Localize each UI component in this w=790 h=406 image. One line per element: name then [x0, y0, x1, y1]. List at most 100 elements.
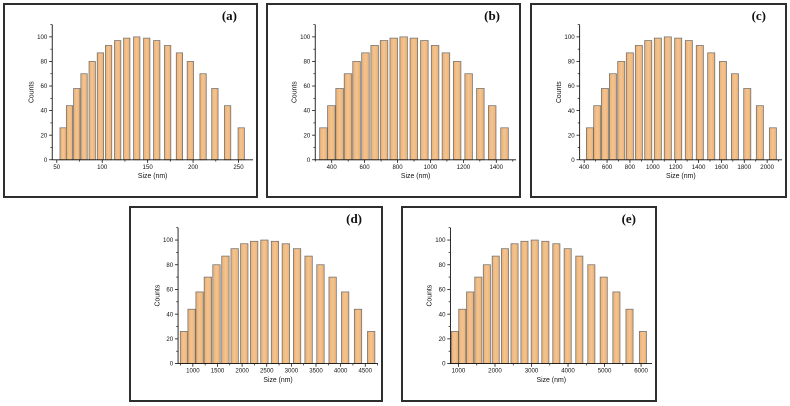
histogram-chart-b: 400 600 800 1000 1200 1400 0 20 40 60 80 100 Size (n…	[292, 24, 517, 180]
histogram-bar	[563, 248, 572, 364]
histogram-bar	[240, 243, 249, 364]
histogram-bar	[293, 248, 302, 364]
histogram-bar	[352, 61, 361, 161]
histogram-bar	[593, 105, 602, 161]
y-axis-title: Counts	[292, 81, 299, 103]
y-tick-label: 100	[564, 34, 575, 41]
x-tick-label: 400	[579, 164, 590, 171]
x-tick-label: 2000	[235, 368, 249, 375]
x-tick-label: 400	[327, 164, 338, 171]
histogram-chart-a: 50 100 150 200 250 0 20 40 60 80 100 Size (nm) Count…	[29, 24, 254, 180]
x-axis-title: Size (nm)	[263, 377, 292, 384]
x-tick-label: 4000	[561, 368, 575, 375]
y-tick-label: 80	[439, 262, 446, 269]
x-tick-label: 2500	[260, 368, 274, 375]
histogram-bar	[617, 61, 626, 161]
y-axis-title: Counts	[154, 284, 161, 306]
y-tick-label: 100	[435, 237, 446, 244]
x-tick-label: 2000	[488, 368, 502, 375]
histogram-bar	[625, 308, 634, 364]
x-tick-label: 150	[143, 164, 154, 171]
histogram-bar	[638, 331, 647, 364]
histogram-bar	[684, 40, 693, 161]
y-tick-label: 40	[568, 108, 575, 115]
histogram-bar	[587, 264, 596, 364]
histogram-bar	[361, 52, 370, 161]
y-tick-label: 80	[304, 59, 311, 66]
histogram-bar	[430, 45, 440, 161]
histogram-bar	[441, 52, 451, 161]
y-tick-label: 20	[439, 336, 446, 343]
histogram-bar	[199, 73, 207, 161]
histogram-bar	[367, 331, 376, 364]
x-tick-label: 1400	[490, 164, 504, 171]
histogram-bar	[450, 331, 459, 364]
histogram-bar	[612, 291, 621, 364]
histogram-bar	[327, 105, 336, 161]
histogram-bar	[186, 61, 194, 161]
panel-e: 1000 2000 3000 4000 5000 6000 0 20 40 60 80 100 Size…	[401, 206, 657, 402]
y-tick-label: 20	[166, 336, 173, 343]
y-axis-title: Counts	[29, 81, 36, 103]
x-tick-label: 250	[233, 164, 244, 171]
x-tick-label: 1000	[186, 368, 200, 375]
histogram-chart-d: 1000 1500 2000 2500 3000 3500 4000 4500 0 20 40 60 8…	[154, 227, 379, 384]
histogram-bar	[179, 331, 189, 364]
panel-b: 400 600 800 1000 1200 1400 0 20 40 60 80 100 Size (n…	[266, 3, 521, 198]
y-tick-label: 60	[41, 83, 48, 90]
histogram-bar	[260, 239, 269, 364]
x-tick-label: 3500	[309, 368, 323, 375]
x-tick-label: 1200	[669, 164, 683, 171]
x-tick-label: 5000	[598, 368, 612, 375]
panel-c: 400 600 800 1000 1200 1400 1600 1800 2000 0 20 40 60…	[530, 3, 787, 198]
y-tick-label: 100	[163, 237, 174, 244]
histogram-bar	[143, 37, 151, 161]
histogram-bar	[379, 40, 389, 161]
y-tick-label: 100	[37, 34, 48, 41]
histogram-bar	[114, 40, 122, 161]
y-tick-label: 0	[44, 157, 48, 164]
histogram-bar	[65, 105, 74, 161]
histogram-bar	[389, 37, 398, 161]
histogram-bar	[96, 52, 104, 161]
x-tick-label: 1400	[692, 164, 706, 171]
histogram-bar	[175, 52, 183, 161]
y-tick-label: 0	[571, 157, 575, 164]
y-axis-title: Counts	[556, 81, 563, 103]
y-tick-label: 60	[439, 287, 446, 294]
x-tick-label: 800	[392, 164, 403, 171]
y-tick-label: 20	[568, 132, 575, 139]
histogram-bar	[281, 243, 290, 364]
x-tick-label: 1600	[715, 164, 729, 171]
panel-d: 1000 1500 2000 2500 3000 3500 4000 4500 0 20 40 60 8…	[129, 206, 383, 402]
histogram-bar	[153, 40, 161, 161]
y-tick-label: 0	[442, 361, 446, 368]
histogram-bar	[608, 73, 617, 161]
y-tick-label: 40	[304, 108, 311, 115]
histogram-bar	[695, 45, 704, 161]
y-tick-label: 0	[170, 361, 174, 368]
histogram-bar	[335, 88, 344, 161]
histogram-bar	[466, 291, 475, 364]
histogram-bar	[599, 276, 608, 364]
histogram-bar	[755, 105, 764, 161]
histogram-bar	[488, 105, 497, 161]
histogram-bar	[491, 255, 500, 364]
histogram-bar	[370, 45, 379, 161]
y-tick-label: 20	[304, 132, 311, 139]
histogram-bar	[59, 127, 67, 161]
histogram-bar	[164, 45, 172, 161]
histogram-bar	[625, 52, 634, 161]
histogram-bar	[230, 248, 239, 364]
y-tick-label: 60	[304, 83, 311, 90]
x-tick-label: 2000	[760, 164, 774, 171]
histogram-bar	[730, 73, 739, 161]
histogram-bar	[653, 37, 662, 161]
histogram-bar	[482, 264, 491, 364]
histogram-bar	[541, 240, 550, 364]
y-tick-label: 20	[41, 132, 48, 139]
x-tick-label: 1000	[646, 164, 660, 171]
y-tick-label: 100	[300, 34, 311, 41]
histogram-bar	[270, 240, 280, 364]
histogram-bar	[304, 255, 313, 364]
